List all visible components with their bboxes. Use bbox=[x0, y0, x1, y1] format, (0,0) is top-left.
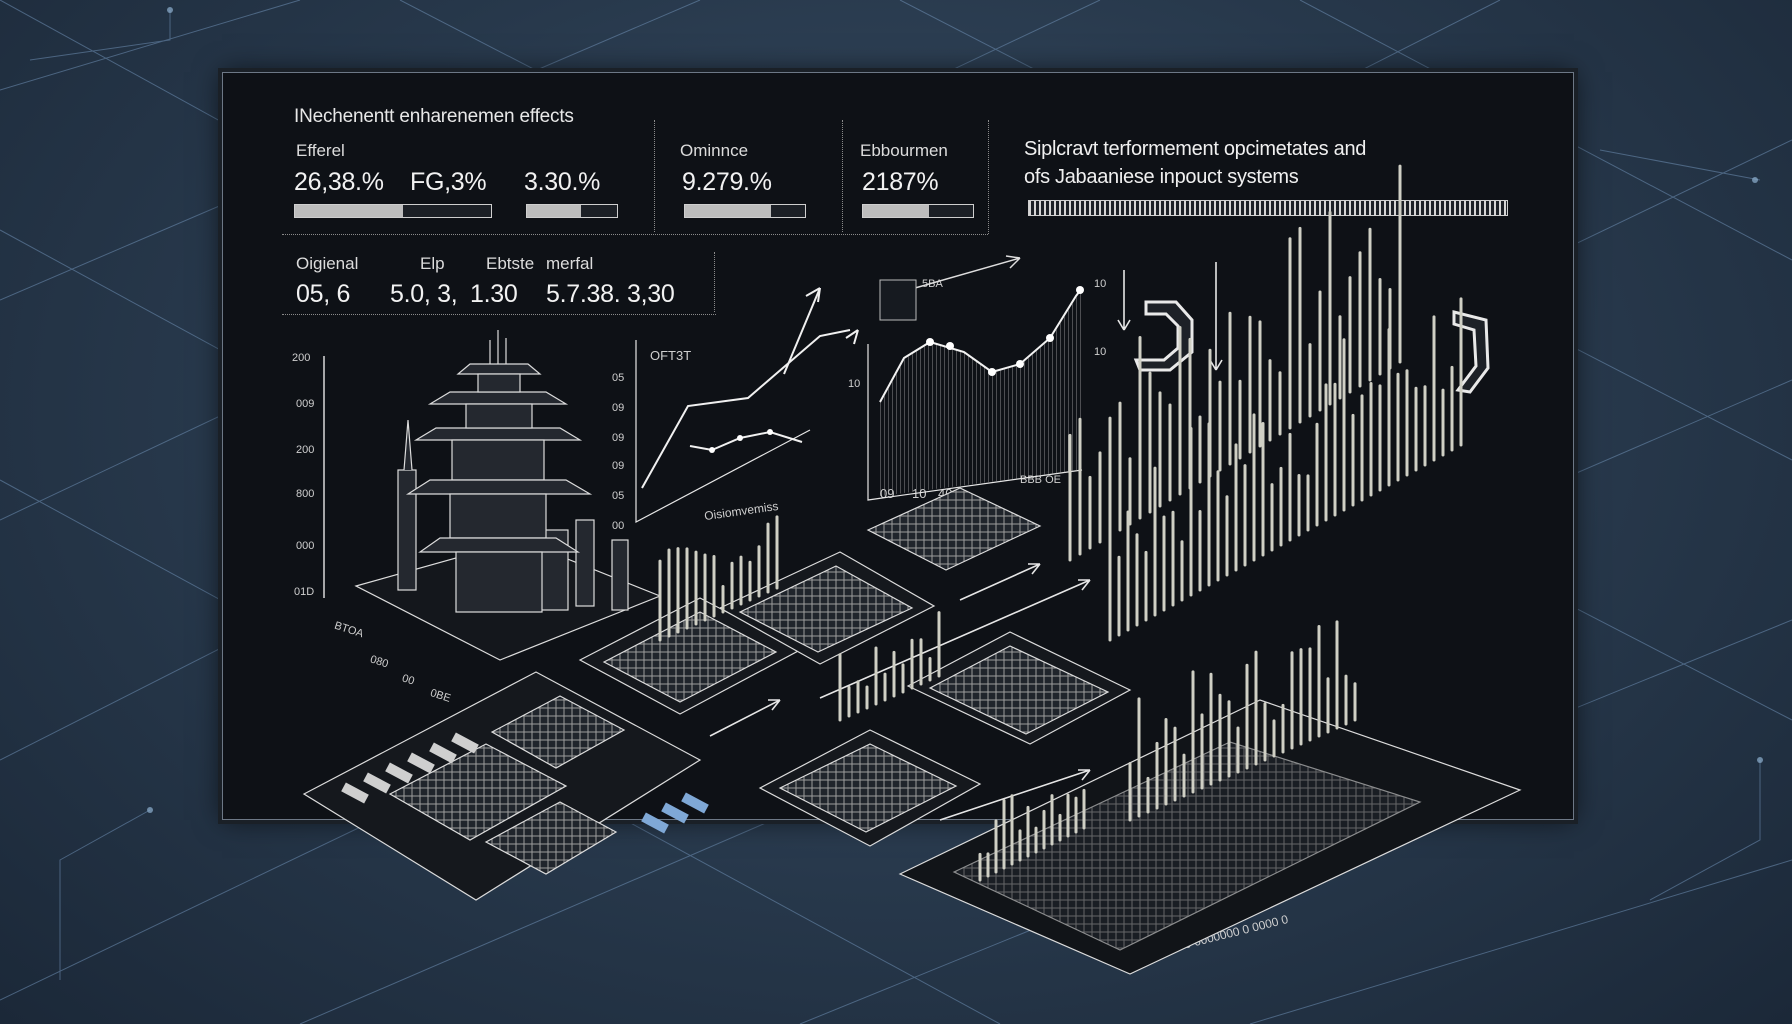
table-header-1: Oigienal bbox=[296, 254, 359, 273]
axis-tick: 000 bbox=[296, 540, 315, 552]
table-cell-1: 05, 6 bbox=[296, 280, 351, 308]
metric-value-ebbourmen: 2187% bbox=[862, 168, 939, 196]
divider bbox=[842, 120, 843, 232]
axis-tick: 800 bbox=[296, 488, 315, 500]
axis-tick: 05 bbox=[612, 372, 625, 384]
subtitle-progress-bar bbox=[1028, 200, 1508, 216]
metric-value-2: FG,3% bbox=[410, 168, 487, 196]
table-header-4: merfal bbox=[546, 254, 594, 273]
progress-bar-ebbourmen bbox=[862, 204, 974, 218]
axis-tick: 200 bbox=[292, 352, 311, 364]
axis-tick: 200 bbox=[296, 444, 315, 456]
pagoda-icon bbox=[354, 330, 662, 661]
progress-bar-efferel bbox=[294, 204, 492, 218]
table-underline bbox=[282, 314, 716, 315]
table-divider bbox=[714, 252, 715, 312]
progress-fill bbox=[685, 205, 772, 217]
subtitle-line-1: Siplcravt terformement opcimetates and bbox=[1024, 138, 1367, 160]
metric-label-ebbourmen: Ebbourmen bbox=[860, 141, 948, 160]
axis-tick: 09 bbox=[612, 402, 625, 414]
progress-fill bbox=[295, 205, 403, 217]
subtitle-line-2: ofs Jabaaniese inpouct systems bbox=[1024, 166, 1299, 188]
metric-label-efferel: Efferel bbox=[296, 141, 345, 160]
table-header-3: Ebtste bbox=[486, 254, 535, 273]
table-cell-3: 1.30 bbox=[470, 280, 518, 308]
progress-fill bbox=[863, 205, 929, 217]
axis-tick: 10 bbox=[1094, 346, 1107, 358]
axis-tick: 10 bbox=[848, 378, 861, 390]
progress-fill bbox=[527, 205, 581, 217]
axis-tick: 01D bbox=[294, 586, 315, 598]
axis-tick: 009 bbox=[296, 398, 315, 410]
header-underline bbox=[282, 234, 988, 235]
metric-value-3: 3.30.% bbox=[524, 168, 601, 196]
progress-bar-ominnce bbox=[684, 204, 806, 218]
axis-tick: 05 bbox=[612, 490, 625, 502]
metric-value-1: 26,38.% bbox=[294, 168, 384, 196]
line-chart-mid bbox=[641, 287, 859, 489]
header-title: INechenentt enharenemen effects bbox=[294, 106, 574, 127]
metric-label-ominnce: Ominnce bbox=[680, 141, 749, 160]
table-header-2: Elp bbox=[420, 254, 445, 273]
line-chart-right bbox=[879, 255, 1084, 496]
progress-bar-secondary bbox=[526, 204, 618, 218]
spike-graph-icon bbox=[658, 164, 1463, 882]
circuit-board-icon bbox=[302, 487, 1522, 975]
divider bbox=[654, 120, 655, 232]
axis-tick: 09 bbox=[612, 460, 625, 472]
metric-value-ominnce: 9.279.% bbox=[682, 168, 772, 196]
axis-tick: 10 bbox=[1094, 278, 1107, 290]
divider bbox=[988, 120, 989, 234]
table-cell-4: 5.7.38. 3,30 bbox=[546, 280, 675, 308]
axis-tick: 00 bbox=[612, 520, 625, 532]
table-cell-2: 5.0, 3, bbox=[390, 280, 458, 308]
axis-tick: 09 bbox=[612, 432, 625, 444]
chart-label: OFT3T bbox=[650, 348, 692, 363]
